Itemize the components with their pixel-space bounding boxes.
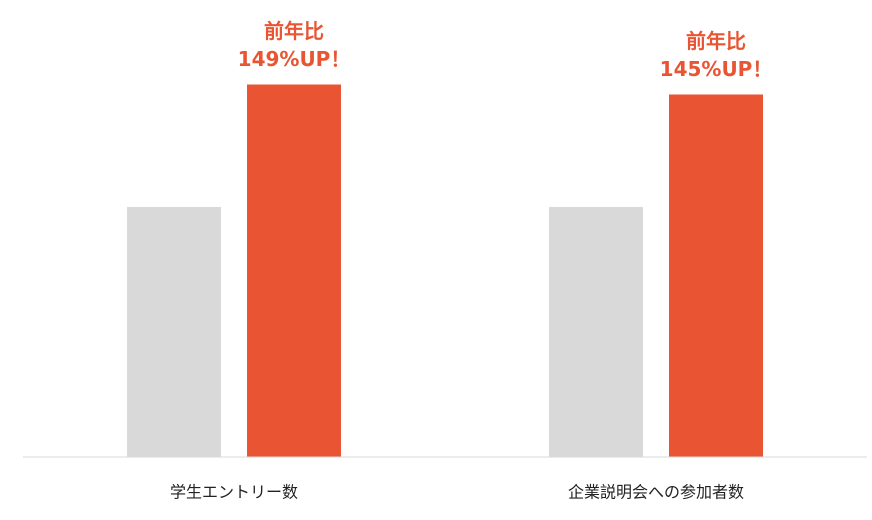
bar bbox=[669, 94, 763, 457]
value-label: 149%UP！ bbox=[238, 47, 351, 71]
annotation: 前年比 bbox=[264, 19, 324, 43]
x-tick-label: 学生エントリー数 bbox=[170, 483, 298, 502]
x-tick-label: 企業説明会への参加者数 bbox=[568, 483, 744, 502]
bar bbox=[549, 207, 643, 457]
bar bbox=[247, 84, 341, 457]
bar bbox=[127, 207, 221, 457]
annotation: 前年比 bbox=[686, 29, 746, 53]
value-label: 145%UP！ bbox=[660, 57, 773, 81]
